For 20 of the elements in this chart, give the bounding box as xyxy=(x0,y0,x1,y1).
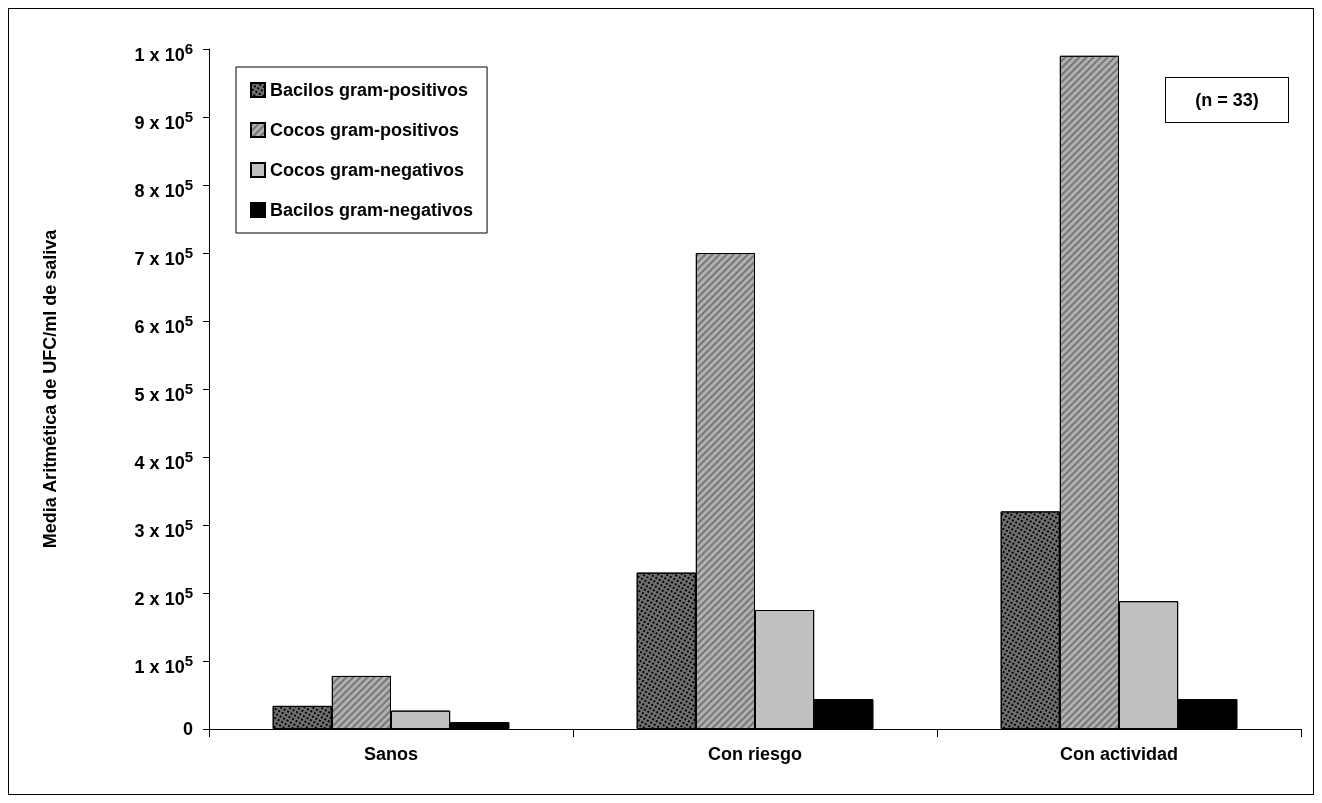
y-tick-label: 8 x 10$^{5}$ xyxy=(134,175,193,201)
y-tick-label: 7 x 10$^{5}$ xyxy=(134,243,193,269)
y-tick-label: 1 x 10$^{5}$ xyxy=(134,651,193,677)
annotation: (n = 33) xyxy=(1165,77,1289,123)
legend-label: Cocos gram-positivos xyxy=(270,120,460,140)
legend-label: Bacilos gram-negativos xyxy=(270,200,474,220)
x-tick-label: Con riesgo xyxy=(707,744,803,764)
x-tick-label: Sanos xyxy=(363,744,419,764)
legend-label: Cocos gram-negativos xyxy=(270,160,465,180)
y-tick-label: 1 x 10$^{6}$ xyxy=(134,39,193,65)
y-tick-label: 4 x 10$^{5}$ xyxy=(134,447,193,473)
y-tick-label: 6 x 10$^{5}$ xyxy=(134,311,193,337)
legend-label: Bacilos gram-positivos xyxy=(270,80,469,100)
y-tick-label: 2 x 10$^{5}$ xyxy=(134,583,193,609)
y-axis-title: Media Aritmética de UFC/ml de saliva xyxy=(40,228,60,549)
y-tick-label: 0 xyxy=(182,718,193,741)
x-tick-label: Con actividad xyxy=(1059,744,1179,764)
y-tick-label: 9 x 10$^{5}$ xyxy=(134,107,193,133)
y-tick-label: 3 x 10$^{5}$ xyxy=(134,515,193,541)
y-tick-label: 5 x 10$^{5}$ xyxy=(134,379,193,405)
